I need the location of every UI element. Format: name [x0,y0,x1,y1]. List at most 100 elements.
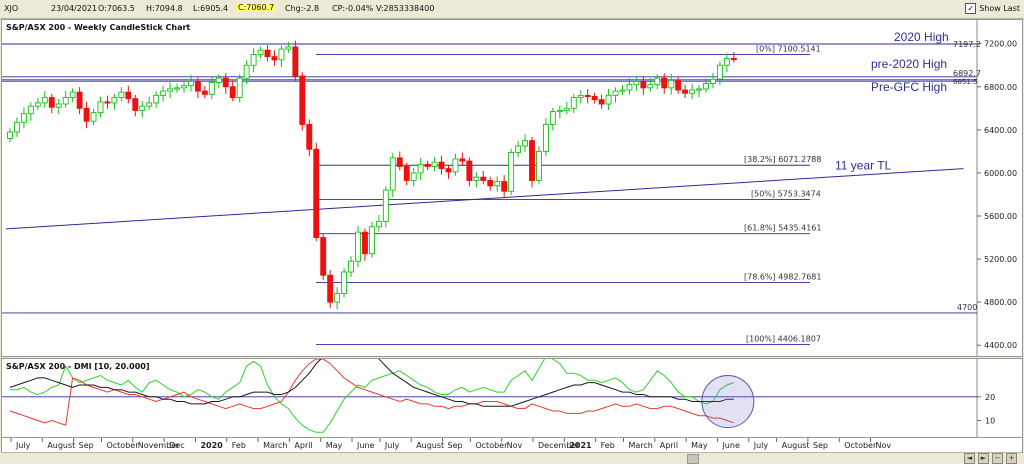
candle-body [598,99,605,105]
candle-body [542,124,549,152]
fib-50-label: [50%] 5753.3474 [751,189,821,198]
candle-body [633,80,640,86]
candle-body [90,112,97,122]
zoom-out-button[interactable]: − [992,453,1003,464]
candle-body [424,163,431,167]
scroll-left-button[interactable]: ◄ [964,453,975,464]
y-tick-label: 5200.00 [984,255,1017,264]
horizontal-scrollbar[interactable]: ◄ ► − + [1,452,1021,464]
candle-body [584,94,591,98]
x-tick-label: Nov [876,441,892,450]
candle-body [14,121,20,133]
candle-body [271,56,278,61]
candle-body [723,57,730,66]
level-value-4700: 4700 [957,303,977,312]
candle-body [194,80,201,92]
y-tick-label: 6000.00 [984,169,1017,178]
fib-61-label: [61.8%] 5435.4161 [744,224,821,233]
show-last-checkbox[interactable]: ✓ [965,3,977,14]
candle-body [689,89,696,94]
candle-body [27,105,34,115]
x-tick-label: August [47,441,75,450]
x-tick-label: August [782,441,810,450]
x-tick-label: October [475,441,508,450]
low-label: L:6905.4 [193,4,229,13]
time-axis: July August Sep October November Dec 2020 Feb Ma… [1,437,1023,453]
candle-body [20,113,27,123]
candle-body [466,160,473,181]
scrollbar-thumb[interactable] [687,454,699,464]
candle-body [181,85,187,89]
candle-body [341,271,348,294]
candle-body [327,274,334,303]
candle-body [153,94,160,104]
candle-body [675,79,682,91]
candle-body [396,157,403,167]
candle-body [619,89,626,92]
candle-body [104,101,111,104]
candle-body [647,84,654,89]
price-chart-panel[interactable]: S&P/ASX 200 - Weekly CandleStick Chart 4… [1,19,1023,357]
candle-body [111,97,118,104]
candle-body [626,84,633,91]
dmi-chart: 10 20 [2,359,995,437]
candle-body [201,90,208,95]
x-tick-label: July [384,441,400,450]
zoom-in-button[interactable]: + [1006,453,1017,464]
candle-body [229,86,236,98]
candle-body [382,189,389,222]
candle-body [313,148,320,238]
candle-body [403,166,410,181]
candle-body [76,91,83,109]
candle-body [132,98,139,111]
candle-body [83,107,90,122]
x-tick-label: August [416,441,444,450]
level-value-2020-high: 7197.2 [953,40,981,49]
price-chart-title: S&P/ASX 200 - Weekly CandleStick Chart [6,23,191,32]
x-tick-label: Sep [79,441,94,450]
x-tick-label: Feb [232,441,246,450]
x-tick-label: Dec [169,441,184,450]
candle-body [410,172,417,181]
show-last-label: Show Last [979,4,1020,13]
dmi-panel[interactable]: S&P/ASX 200 - DMI [10, 20.000] 10 20 [1,358,1023,438]
candle-body [710,78,716,84]
high-label: H:7094.8 [146,4,183,13]
highlight-circle [701,375,755,429]
fib-78-label: [78.6%] 4982.7681 [744,272,821,281]
candle-body [549,111,556,125]
candle-body [362,231,368,255]
candle-body [55,103,62,108]
candle-body [375,220,382,228]
show-last-toggle[interactable]: ✓ Show Last [965,3,1020,14]
fib-0-label: [0%] 7100.5141 [756,44,821,53]
y-tick-label: 6400.00 [984,126,1017,135]
x-tick-label: July [15,441,31,450]
close-label: C:7060.7 [236,3,277,12]
symbol-label: XJO [4,4,19,13]
candle-body [494,181,501,187]
dmi-y-tick-label: 20 [985,393,995,402]
dmi-series-di [10,359,734,433]
candle-body [320,237,327,276]
candle-body [285,46,292,50]
candle-body [69,91,76,98]
candle-body [250,54,257,66]
candle-body [292,46,299,77]
candle-body [188,80,194,87]
dmi-y-tick-label: 10 [985,416,995,425]
dmi-title: S&P/ASX 200 - DMI [10, 20.000] [6,362,150,371]
y-tick-label: 4800.00 [984,298,1017,307]
scroll-right-button[interactable]: ► [978,453,989,464]
candle-body [417,163,424,174]
candle-body [522,140,528,147]
x-tick-label: April [294,441,312,450]
candle-body [438,161,445,170]
level-value-pre-gfc: 6851.5 [953,78,978,86]
candle-body [703,83,709,90]
x-tick-label: 2020 [200,441,223,450]
candle-body [487,180,494,187]
date-label: 23/04/2021 [51,4,98,13]
candle-body [118,91,125,98]
